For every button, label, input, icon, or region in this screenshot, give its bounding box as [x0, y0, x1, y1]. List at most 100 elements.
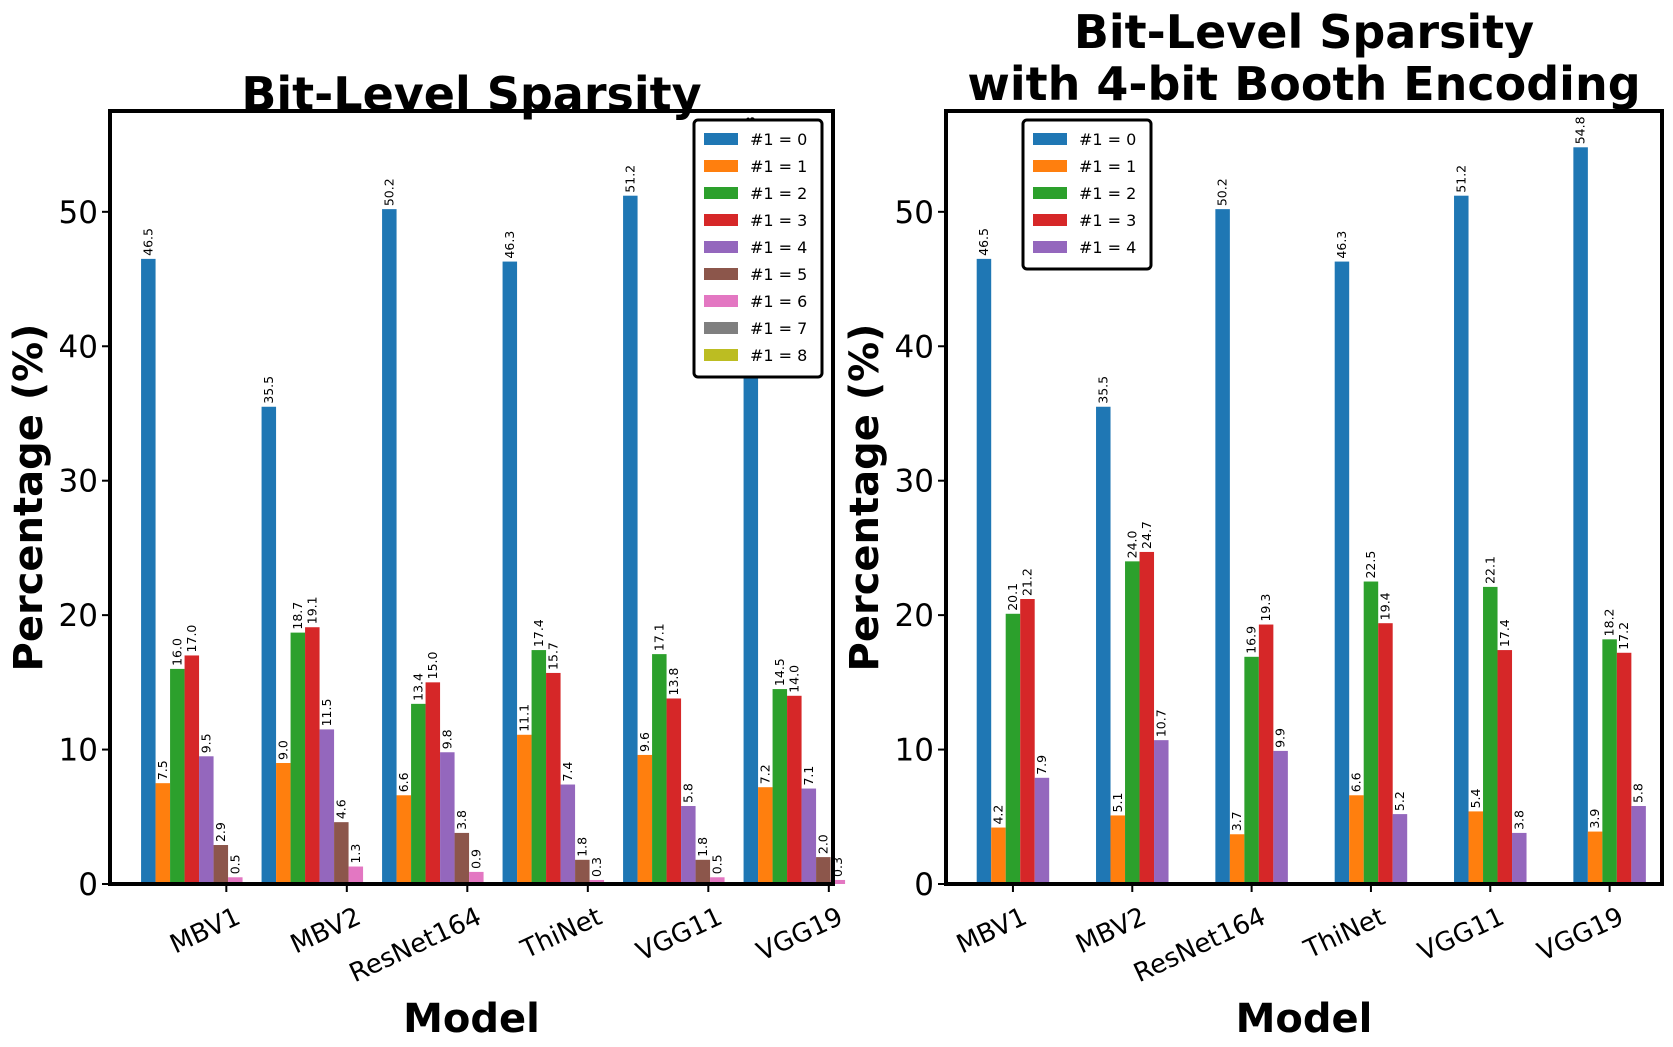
x-tick-label: VGG11: [632, 902, 727, 968]
legend-swatch: [1033, 160, 1067, 172]
data-label: 9.6: [637, 732, 652, 752]
legend-label: #1 = 4: [1079, 238, 1136, 257]
data-label: 18.2: [1602, 608, 1617, 636]
bar: [695, 859, 711, 884]
bar: [1378, 623, 1393, 884]
data-label: 0.9: [468, 849, 483, 869]
bar: [276, 763, 291, 884]
data-label: 11.5: [319, 699, 334, 727]
data-label: 21.2: [1019, 568, 1034, 596]
legend-label: #1 = 4: [750, 238, 807, 257]
data-label: 19.4: [1377, 592, 1392, 620]
data-label: 16.0: [169, 638, 184, 666]
x-tick-label: ResNet164: [345, 902, 486, 989]
data-label: 54.8: [1573, 116, 1588, 144]
legend-label: #1 = 2: [1079, 184, 1136, 203]
bar: [334, 822, 349, 884]
y-axis-label: Percentage (%): [842, 324, 888, 672]
bar: [1483, 586, 1498, 884]
bar: [1468, 811, 1484, 884]
data-label: 3.9: [1587, 809, 1602, 829]
y-tick-label: 40: [895, 329, 934, 365]
data-label: 0.3: [589, 857, 604, 877]
data-label: 22.1: [1482, 556, 1497, 584]
data-label: 2.0: [815, 834, 830, 854]
data-label: 3.7: [1229, 811, 1244, 831]
legend-swatch: [1033, 214, 1067, 226]
x-tick-label: ThiNet: [516, 902, 607, 966]
data-label: 24.7: [1139, 521, 1154, 549]
bar: [425, 682, 441, 884]
legend-swatch: [704, 295, 738, 307]
bar: [1244, 656, 1259, 884]
data-label: 6.6: [396, 772, 411, 792]
x-axis-label: Model: [1236, 996, 1373, 1042]
data-label: 9.5: [198, 733, 213, 753]
bar: [382, 209, 397, 884]
bar: [1602, 639, 1617, 884]
y-tick-label: 50: [895, 195, 934, 231]
legend-swatch: [704, 214, 738, 226]
data-label: 24.0: [1124, 530, 1139, 558]
bar: [637, 754, 653, 884]
legend-label: #1 = 2: [750, 184, 807, 203]
bar: [261, 406, 277, 884]
y-tick-label: 10: [895, 733, 934, 769]
bar: [801, 788, 817, 884]
plot-frame: [108, 109, 835, 886]
y-tick-label: 40: [59, 329, 98, 365]
legend-swatch: [704, 160, 738, 172]
data-label: 5.4: [1468, 788, 1483, 808]
bar: [155, 783, 171, 884]
data-label: 5.2: [1392, 791, 1407, 811]
data-label: 19.3: [1258, 594, 1273, 622]
data-label: 1.8: [574, 837, 589, 857]
bar: [1020, 598, 1035, 884]
y-tick-label: 30: [59, 464, 98, 500]
bar: [1125, 561, 1140, 884]
bar: [411, 703, 426, 884]
data-label: 22.5: [1363, 551, 1378, 579]
bar: [469, 871, 484, 884]
data-label: 16.9: [1244, 626, 1259, 654]
bar: [623, 195, 638, 884]
data-label: 9.8: [439, 729, 454, 749]
x-tick-label: VGG19: [752, 902, 847, 968]
bar: [1110, 815, 1126, 884]
y-tick-label: 20: [59, 598, 98, 634]
legend-box: [1021, 118, 1153, 271]
bar: [560, 784, 576, 884]
bar: [199, 756, 214, 884]
bar: [666, 698, 682, 884]
bar: [991, 827, 1006, 884]
data-label: 0.5: [227, 854, 242, 874]
data-label: 9.0: [275, 740, 290, 760]
legend-label: #1 = 1: [1079, 157, 1136, 176]
bar: [1139, 551, 1155, 884]
bar: [213, 845, 229, 884]
legend-swatch: [704, 241, 738, 253]
data-label: 17.4: [1497, 619, 1512, 647]
data-label: 17.2: [1616, 622, 1631, 650]
data-label: 14.0: [786, 665, 801, 693]
bar: [1616, 652, 1632, 884]
bar: [816, 857, 831, 884]
bar: [758, 787, 773, 884]
bar: [1096, 406, 1111, 884]
legend-label: #1 = 0: [750, 130, 807, 149]
data-label: 9.9: [1273, 728, 1288, 748]
data-label: 51.2: [622, 165, 637, 193]
bar: [1497, 650, 1513, 884]
bar: [976, 258, 992, 884]
data-label: 35.5: [1095, 376, 1110, 404]
bar: [454, 832, 470, 884]
data-label: 4.2: [990, 805, 1005, 825]
bar: [1154, 740, 1169, 884]
legend-swatch: [1033, 187, 1067, 199]
bar: [652, 654, 667, 884]
data-label: 5.8: [680, 783, 695, 803]
y-tick-label: 0: [78, 867, 98, 903]
bar: [1349, 795, 1364, 884]
